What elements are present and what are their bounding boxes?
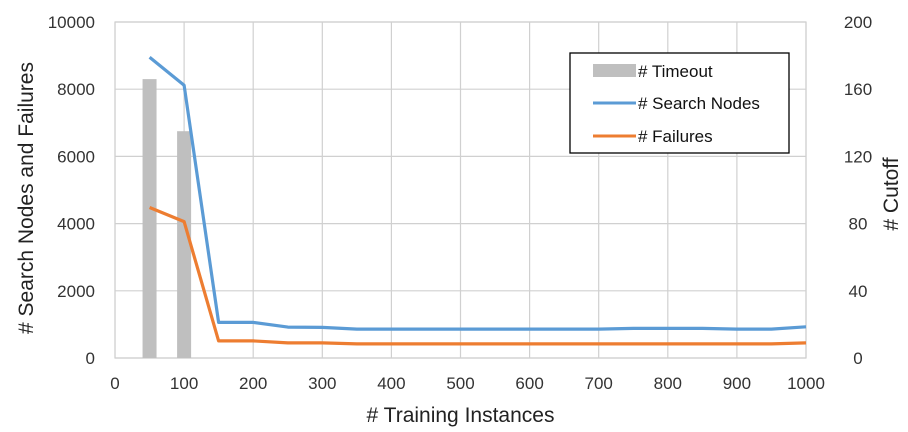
- x-tick-label: 200: [239, 374, 267, 393]
- y-right-tick-label: 160: [844, 80, 872, 99]
- y-left-tick-label: 2000: [57, 282, 95, 301]
- x-tick-label: 0: [110, 374, 119, 393]
- y-right-tick-label: 120: [844, 147, 872, 166]
- x-tick-label: 100: [170, 374, 198, 393]
- y-left-tick-label: 6000: [57, 147, 95, 166]
- x-axis-title: # Training Instances: [367, 404, 555, 427]
- x-tick-label: 600: [515, 374, 543, 393]
- timeout-bar: [177, 131, 192, 358]
- y-right-tick-label: 80: [849, 215, 868, 234]
- grid: [114, 21, 807, 359]
- timeout-bar: [142, 79, 157, 359]
- y-left-tick-label: 0: [86, 349, 95, 368]
- x-tick-label: 500: [446, 374, 474, 393]
- legend-swatch-timeout: [593, 64, 636, 77]
- y-right-tick-label: 40: [849, 282, 868, 301]
- x-tick-label: 900: [723, 374, 751, 393]
- plot-frame: [114, 21, 807, 359]
- failures-line: [148, 206, 807, 346]
- y-right-tick-label: 0: [853, 349, 862, 368]
- y-left-tick-label: 4000: [57, 215, 95, 234]
- x-tick-label: 1000: [787, 374, 825, 393]
- legend-label-timeout: # Timeout: [638, 62, 713, 81]
- x-tick-label: 700: [585, 374, 613, 393]
- y-right-tick-label: 200: [844, 13, 872, 32]
- y-axis-right-title: # Cutoff: [880, 157, 903, 230]
- x-tick-label: 800: [654, 374, 682, 393]
- legend-label-search-nodes: # Search Nodes: [638, 94, 760, 113]
- legend-label-failures: # Failures: [638, 127, 713, 146]
- y-left-tick-label: 10000: [48, 13, 95, 32]
- search-nodes-line: [148, 56, 807, 331]
- series-lines: [148, 56, 807, 346]
- axes: 0 100 200 300 400 500 600 700 800 900 100002000400…: [48, 13, 872, 393]
- y-left-tick-label: 8000: [57, 80, 95, 99]
- x-tick-label: 300: [308, 374, 336, 393]
- y-axis-left-title: # Search Nodes and Failures: [15, 62, 38, 334]
- x-tick-label: 400: [377, 374, 405, 393]
- legend: # Timeout # Search Nodes # Failures: [569, 52, 790, 154]
- timeout-bars: [142, 79, 192, 359]
